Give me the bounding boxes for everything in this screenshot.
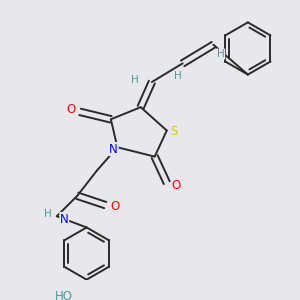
Text: O: O <box>66 103 75 116</box>
Text: O: O <box>172 179 181 192</box>
Text: N: N <box>60 213 69 226</box>
Text: H: H <box>131 75 139 85</box>
Text: H: H <box>44 209 51 219</box>
Text: HO: HO <box>55 290 73 300</box>
Text: H: H <box>217 49 225 59</box>
Text: S: S <box>170 125 178 138</box>
Text: N: N <box>109 142 118 156</box>
Text: H: H <box>174 71 182 81</box>
Text: O: O <box>110 200 119 213</box>
